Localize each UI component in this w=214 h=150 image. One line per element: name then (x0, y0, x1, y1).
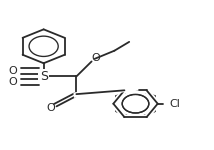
Text: O: O (9, 66, 17, 76)
Text: O: O (9, 77, 17, 87)
Text: Cl: Cl (169, 99, 180, 109)
Text: O: O (47, 103, 55, 113)
Text: O: O (92, 53, 100, 63)
Text: S: S (40, 70, 48, 83)
